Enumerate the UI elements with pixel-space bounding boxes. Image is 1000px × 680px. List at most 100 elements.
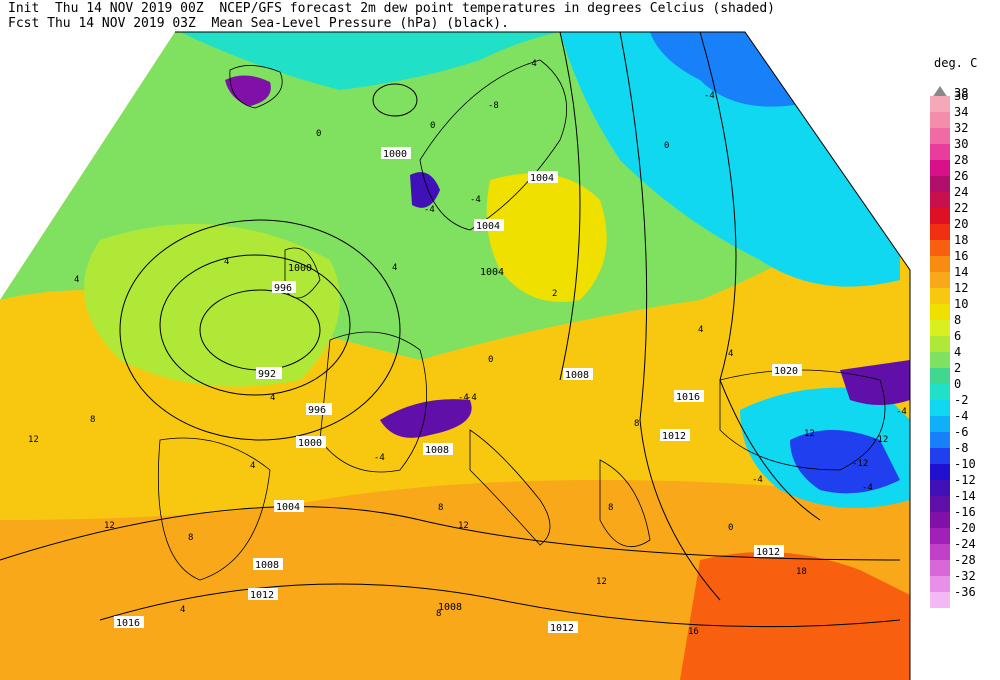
legend-swatch — [930, 400, 950, 416]
title-line-2: Fcst Thu 14 NOV 2019 03Z Mean Sea-Level … — [8, 16, 509, 31]
cold-area-neg8 — [790, 430, 900, 494]
dewpoint-label: 16 — [688, 627, 699, 637]
warm-area-18 — [680, 552, 910, 680]
legend-swatch — [930, 576, 950, 592]
isobar-contours — [0, 31, 901, 628]
dewpoint-label: 8 — [438, 503, 443, 513]
scandinavia-coast — [419, 59, 567, 231]
legend-row: -28 — [928, 553, 998, 576]
legend-label: 26 — [954, 169, 969, 183]
dewpoint-label: -4 — [458, 393, 469, 403]
isobar-1008-south — [0, 506, 901, 561]
legend-label: 0 — [954, 377, 962, 391]
band-0-north — [180, 32, 560, 90]
legend-swatch — [930, 448, 950, 464]
dewpoint-label: 0 — [316, 129, 321, 139]
isobar-label: 1012 — [250, 590, 274, 601]
legend-swatch — [930, 368, 950, 384]
iceland-coast — [229, 65, 283, 109]
isobar-996 — [159, 254, 351, 396]
legend-row: 20 — [928, 217, 998, 240]
isobar-label: 1004 — [480, 267, 504, 278]
britain-coast — [284, 247, 321, 299]
isobar-label: 1020 — [774, 366, 798, 377]
legend-swatch — [930, 304, 950, 320]
legend-top: 38 — [928, 70, 998, 100]
legend-label: 10 — [954, 297, 969, 311]
legend-unit: deg. C — [934, 56, 978, 70]
dewpoint-label: -4 — [374, 453, 385, 463]
legend-swatch — [930, 224, 950, 240]
dewpoint-label: -4 — [862, 483, 873, 493]
legend-label: 12 — [954, 281, 969, 295]
isobar-label: 1016 — [116, 618, 140, 629]
france-coast — [319, 331, 428, 473]
label-bg-1016 — [114, 616, 144, 628]
band-neg2-east — [560, 32, 900, 287]
legend-swatch — [930, 480, 950, 496]
legend-label: -8 — [954, 441, 969, 455]
legend-swatch — [930, 240, 950, 256]
label-bg-1020 — [772, 364, 802, 376]
dewpoint-label: -4 — [424, 205, 435, 215]
legend-row: 8 — [928, 313, 998, 336]
legend-row: -2 — [928, 393, 998, 416]
isobar-label: 1008 — [565, 370, 589, 381]
dewpoint-label: 12 — [596, 577, 607, 587]
legend-row: -12 — [928, 473, 998, 496]
dewpoint-label: -4 — [752, 475, 763, 485]
legend-label: -28 — [954, 553, 976, 567]
label-bg-992 — [256, 367, 282, 379]
label-bg-1012b — [548, 621, 578, 633]
legend-label: 20 — [954, 217, 969, 231]
dewpoint-label: 4 — [698, 325, 703, 335]
dewpoint-label: -8 — [488, 101, 499, 111]
legend-label: 34 — [954, 105, 969, 119]
alps-cold-area — [380, 399, 472, 438]
legend-swatch — [930, 464, 950, 480]
legend-row: 16 — [928, 249, 998, 272]
legend-top-label: 38 — [954, 86, 969, 100]
dewpoint-label: 0 — [430, 121, 435, 131]
dewpoint-label: -4 — [470, 195, 481, 205]
dewpoint-label: 2 — [552, 289, 557, 299]
dewpoint-label-layer: 0 0 -4 -8 -4 -4 -4 0 -4 4 4 4 4 4 8 8 12… — [28, 59, 907, 637]
balkans-coast — [599, 459, 651, 548]
legend-label: 2 — [954, 361, 962, 375]
dewpoint-label: -4 — [896, 407, 907, 417]
title-line-1: Init Thu 14 NOV 2019 00Z NCEP/GFS foreca… — [8, 1, 776, 16]
isobar-label: 1012 — [662, 431, 686, 442]
legend-swatch — [930, 384, 950, 400]
isobar-label: 1008 — [425, 445, 449, 456]
legend-label: 16 — [954, 249, 969, 263]
legend-swatch — [930, 512, 950, 528]
dewpoint-label: 18 — [796, 567, 807, 577]
dewpoint-label: 4 — [728, 349, 733, 359]
isobar-1008-east — [559, 31, 581, 381]
legend-row: -4 — [928, 409, 998, 432]
dewpoint-label: 4 — [180, 605, 185, 615]
legend-label: 14 — [954, 265, 969, 279]
isobar-label: 1012 — [756, 547, 780, 558]
legend-row: 30 — [928, 137, 998, 160]
legend-swatch — [930, 208, 950, 224]
legend-swatch — [930, 96, 950, 112]
legend-row: -20 — [928, 521, 998, 544]
isobar-label: 996 — [308, 405, 326, 416]
label-bg-1008c — [563, 368, 593, 380]
legend-label: 30 — [954, 137, 969, 151]
legend-row: 12 — [928, 281, 998, 304]
legend-label: 36 — [954, 89, 969, 103]
dewpoint-label: 0 — [728, 523, 733, 533]
legend-swatch — [930, 496, 950, 512]
iberia-coast — [157, 437, 271, 581]
legend-row: -14 — [928, 489, 998, 512]
isobar-label-layer: 1000 996 992 996 1000 1004 1004 1004 100… — [116, 149, 798, 634]
label-bg-1016b — [674, 390, 704, 402]
isobar-label: 1008 — [438, 602, 462, 613]
legend-label: 6 — [954, 329, 962, 343]
isobar-1016-east — [699, 31, 821, 521]
isobar-1000 — [119, 219, 401, 441]
dewpoint-label: 12 — [804, 429, 815, 439]
dewpoint-label: 4 — [250, 461, 255, 471]
